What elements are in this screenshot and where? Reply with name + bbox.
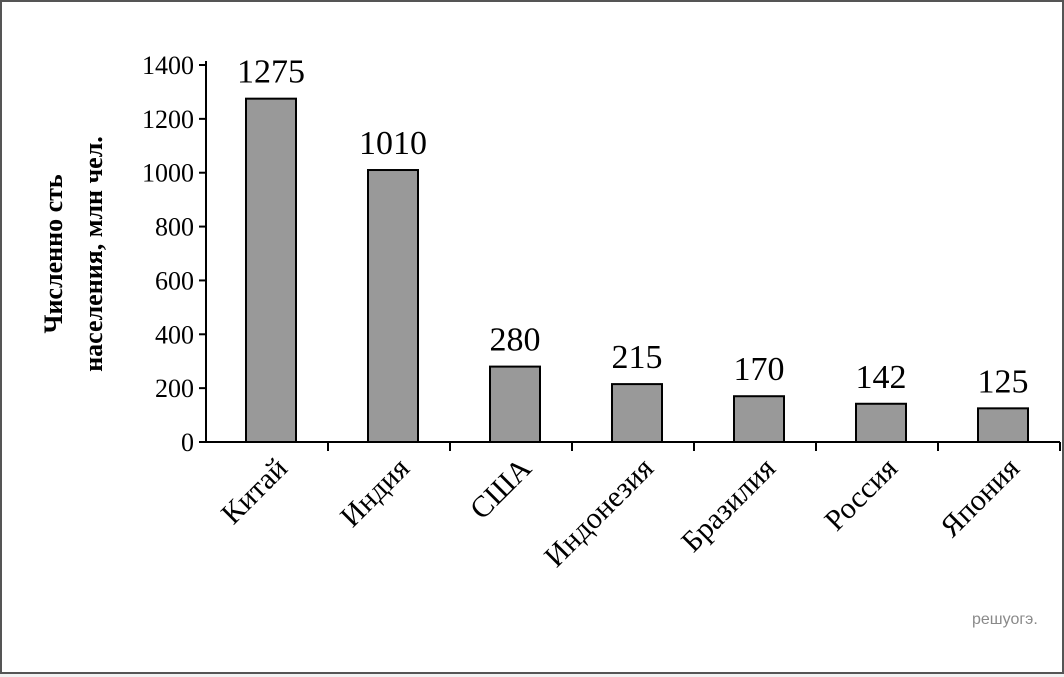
bars: 1275 Китай 1010 Индия 280 США 215 Индонезия 170 Б… xyxy=(215,54,1029,574)
data-label: 125 xyxy=(978,363,1029,400)
y-tick-label: 1200 xyxy=(142,105,194,134)
data-label: 1010 xyxy=(359,125,427,162)
category-label: Индия xyxy=(334,451,416,533)
y-tick-label: 1400 xyxy=(142,51,194,80)
y-axis-title-line: населения, млн чел. xyxy=(79,136,108,372)
y-tick-label: 600 xyxy=(155,266,194,295)
bar xyxy=(733,395,785,444)
category-label: Бразилия xyxy=(675,451,782,558)
y-axis-title-line: Численно сть xyxy=(39,174,68,334)
bar xyxy=(489,365,541,444)
data-label: 142 xyxy=(856,359,907,396)
category-label: Россия xyxy=(818,451,904,537)
category-label: США xyxy=(464,451,538,525)
data-label: 280 xyxy=(490,322,541,359)
bar xyxy=(977,407,1029,444)
bar xyxy=(245,97,297,444)
category-label: Китай xyxy=(215,452,294,531)
y-tick-label: 800 xyxy=(155,213,194,242)
x-axis-ticks xyxy=(327,442,1061,451)
y-axis-title: Численно сть населения, млн чел. xyxy=(39,136,108,372)
category-label: Индонезия xyxy=(538,451,660,573)
y-axis-ticks: 0 200 400 600 800 1000 1200 1400 xyxy=(142,51,206,457)
bar xyxy=(367,169,419,443)
y-tick-label: 400 xyxy=(155,320,194,349)
watermark: решуогэ. xyxy=(972,611,1038,628)
bar xyxy=(611,383,663,444)
data-label: 215 xyxy=(612,339,663,376)
bar xyxy=(855,402,907,443)
y-tick-label: 200 xyxy=(155,374,194,403)
y-tick-label: 0 xyxy=(181,428,194,457)
y-tick-label: 1000 xyxy=(142,159,194,188)
category-label: Япония xyxy=(934,451,1026,543)
data-label: 170 xyxy=(734,351,785,388)
data-label: 1275 xyxy=(237,54,305,91)
